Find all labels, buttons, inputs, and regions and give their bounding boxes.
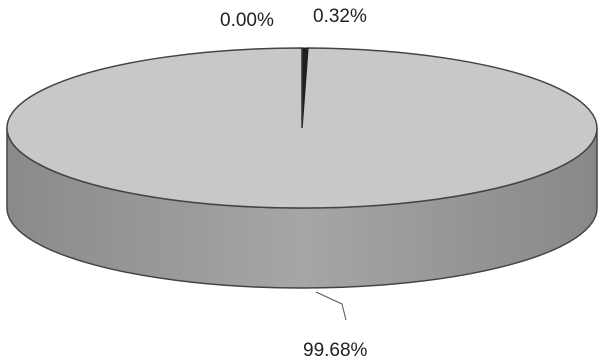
slice-label-99-68: 99.68% xyxy=(303,340,368,360)
label-leader-line xyxy=(315,291,347,321)
slice-label-0-00: 0.00% xyxy=(220,10,274,31)
slice-label-0-32: 0.32% xyxy=(313,6,367,27)
